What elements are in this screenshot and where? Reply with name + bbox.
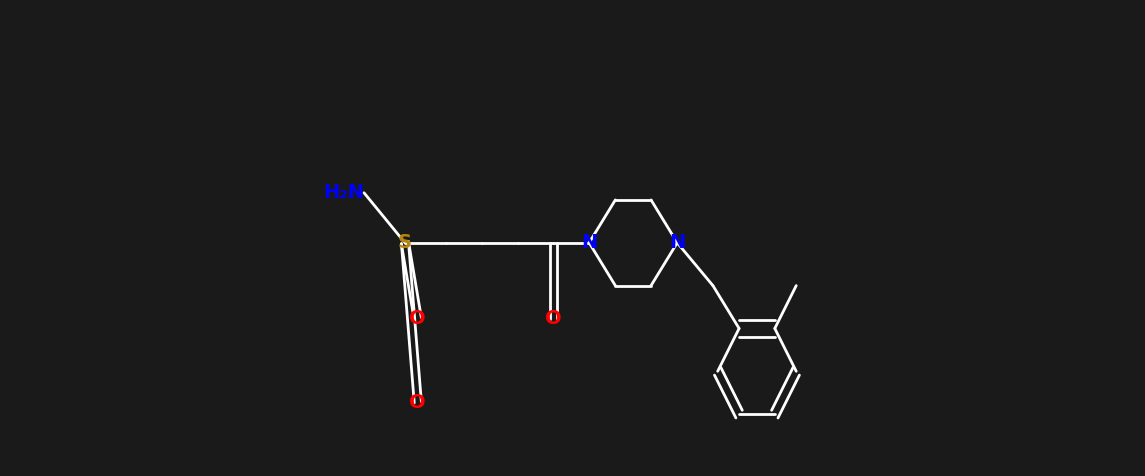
Text: H₂N: H₂N bbox=[323, 183, 364, 202]
Text: O: O bbox=[410, 393, 426, 412]
Text: S: S bbox=[398, 233, 412, 252]
Text: N: N bbox=[581, 233, 598, 252]
Text: O: O bbox=[545, 309, 562, 328]
Text: O: O bbox=[410, 309, 426, 328]
Text: N: N bbox=[669, 233, 686, 252]
